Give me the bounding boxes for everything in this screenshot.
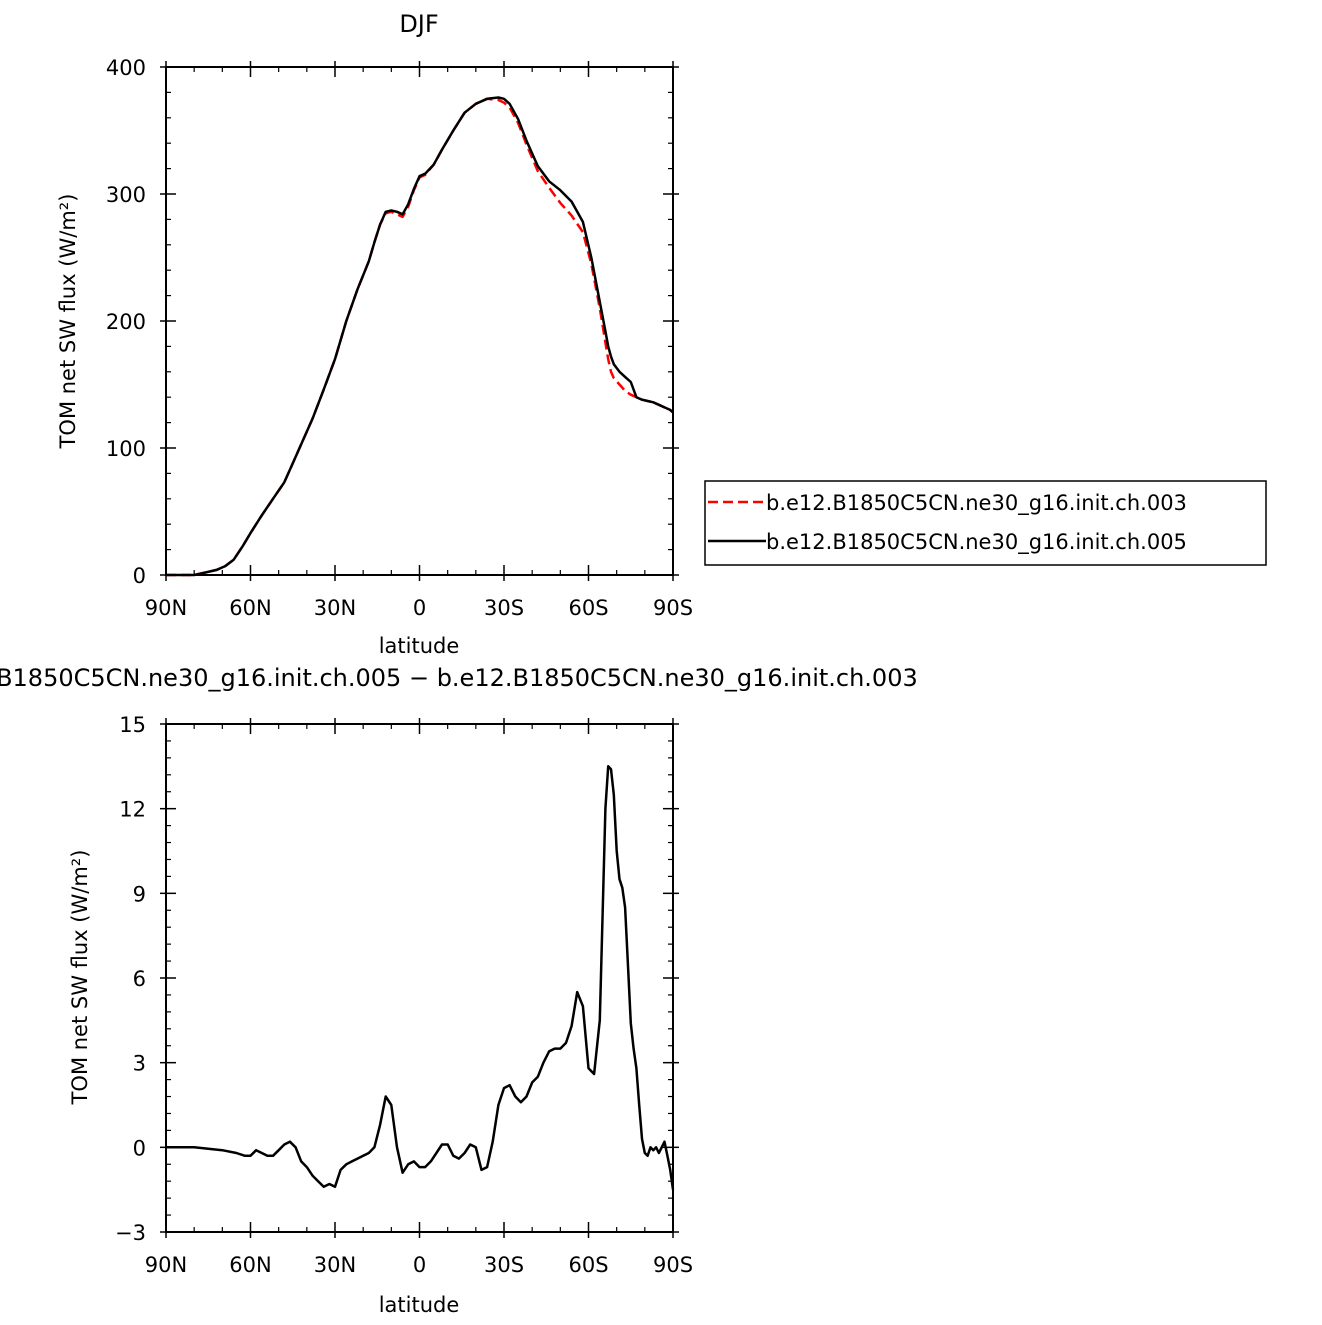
series-line-2 [166,96,674,577]
x-tick-label: 60N [229,596,271,620]
series-line-1 [166,97,674,577]
bottom-y-axis-label: TOM net SW flux (W/m²) [68,850,92,1106]
x-tick-label: 0 [413,596,426,620]
x-tick-label: 60S [568,1253,608,1277]
x-tick-label: 30S [484,596,524,620]
x-tick-label: 30S [484,1253,524,1277]
plot-frame [165,66,674,576]
y-tick-label: 100 [106,437,146,461]
top-panel: DJF 90N 60N 30N 0 30S 60S 90S 0 100 200 300 400 lat… [56,10,693,658]
top-title: DJF [399,10,438,38]
x-tick-label: 30N [314,1253,356,1277]
y-tick-label: 0 [133,1136,146,1160]
series-line-1 [166,765,675,1190]
bottom-axes: 90N 60N 30N 0 30S 60S 90S −3 0 3 6 9 12 15 [115,713,693,1277]
y-tick-label: 6 [133,967,146,991]
y-tick-label: 400 [106,56,146,80]
y-tick-label: 3 [133,1052,146,1076]
y-tick-label: 0 [133,564,146,588]
bottom-panel: b.e12.B1850C5CN.ne30_g16.init.ch.005 − b… [0,664,918,1317]
x-tick-label: 90S [653,596,693,620]
y-tick-label: 200 [106,310,146,334]
y-tick-label: 9 [133,882,146,906]
bottom-series-lines [166,765,675,1190]
top-x-axis-label: latitude [379,634,460,658]
y-tick-label: 12 [119,798,146,822]
x-tick-label: 90N [145,1253,187,1277]
y-tick-label: 15 [119,713,146,737]
y-tick-label: −3 [115,1221,146,1245]
top-axes: 90N 60N 30N 0 30S 60S 90S 0 100 200 300 400 [106,56,693,620]
x-tick-label: 0 [413,1253,426,1277]
y-tick-label: 300 [106,183,146,207]
top-series-lines [166,96,674,577]
legend-label-series-2: b.e12.B1850C5CN.ne30_g16.init.ch.005 [766,530,1187,555]
x-tick-label: 90N [145,596,187,620]
legend: b.e12.B1850C5CN.ne30_g16.init.ch.003 b.e… [704,480,1267,566]
legend-box [704,480,1267,566]
x-tick-label: 60S [568,596,608,620]
legend-label-series-1: b.e12.B1850C5CN.ne30_g16.init.ch.003 [766,491,1187,516]
x-tick-label: 60N [229,1253,271,1277]
bottom-x-axis-label: latitude [379,1293,460,1317]
bottom-title: b.e12.B1850C5CN.ne30_g16.init.ch.005 − b… [0,664,918,692]
x-tick-label: 30N [314,596,356,620]
x-tick-label: 90S [653,1253,693,1277]
top-y-axis-label: TOM net SW flux (W/m²) [56,194,80,450]
